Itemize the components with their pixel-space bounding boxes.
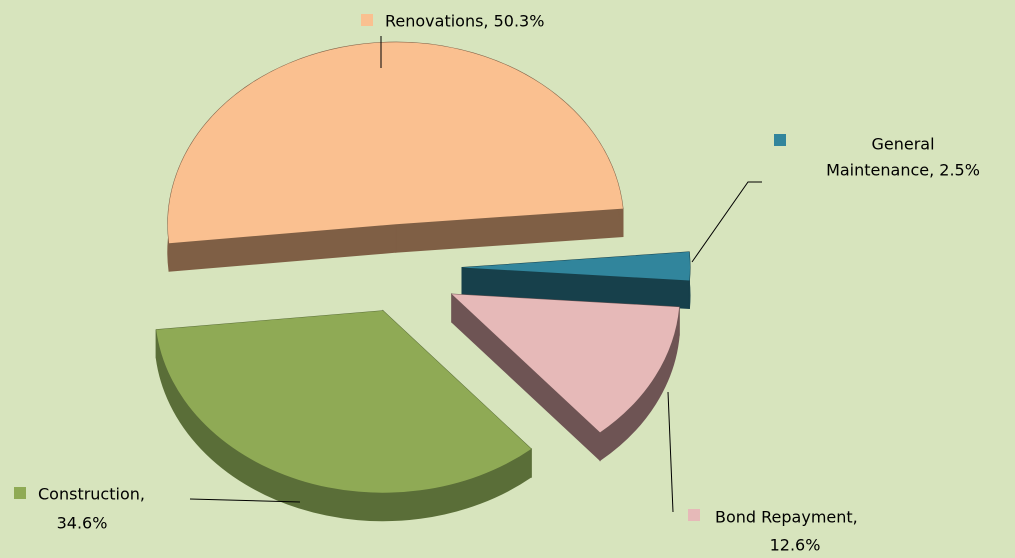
legend-marker [688, 509, 700, 521]
data-label: General [871, 135, 934, 154]
data-label: Maintenance, 2.5% [826, 161, 980, 180]
leader-line [667, 391, 674, 513]
slice [156, 310, 532, 493]
slice [167, 42, 623, 244]
legend-marker [774, 134, 786, 146]
slice [451, 294, 680, 433]
data-label: Construction, [38, 485, 145, 504]
leader-line [691, 181, 762, 263]
legend-marker [14, 487, 26, 499]
leader-line [189, 498, 301, 503]
data-label: Bond Repayment, [715, 508, 858, 527]
slice [461, 251, 690, 281]
data-label: 12.6% [770, 536, 821, 555]
data-label: Renovations, 50.3% [385, 12, 544, 31]
data-label: 34.6% [57, 514, 108, 533]
legend-marker [361, 14, 373, 26]
